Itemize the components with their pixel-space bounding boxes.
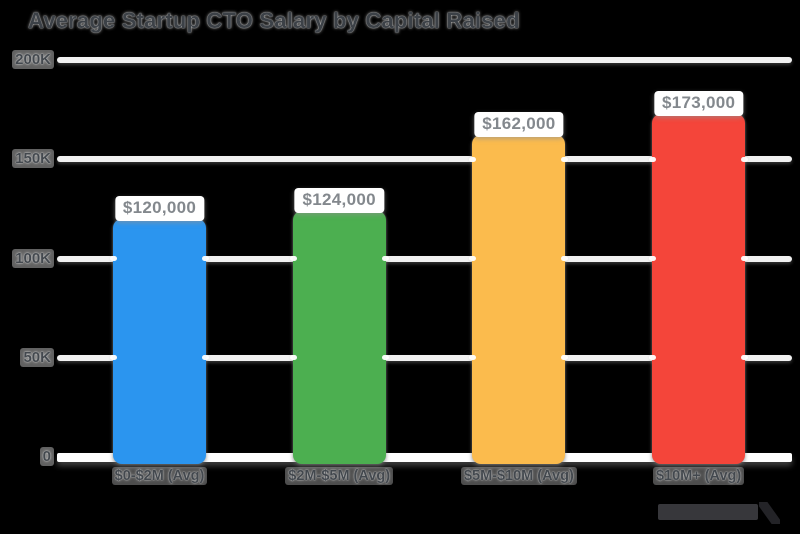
- y-axis-tick: 100K: [0, 248, 54, 270]
- gridline-nub: [469, 355, 477, 361]
- y-axis-tick: 150K: [0, 148, 54, 170]
- gridline-nub: [289, 256, 297, 261]
- bar-$2M-$5M (Avg): [292, 210, 386, 464]
- y-axis-tick-label: 200K: [12, 50, 54, 69]
- gridline-nub: [741, 256, 749, 261]
- gridline-nub: [649, 256, 657, 261]
- gridline-nub: [289, 355, 297, 361]
- watermark-wordmark: [658, 504, 758, 520]
- bar-$5M-$10M (Avg): [472, 135, 566, 464]
- x-axis-tick-label: $5M-$10M (Avg): [460, 467, 577, 485]
- gridline: [57, 57, 792, 63]
- bar-value-label: $120,000: [114, 195, 205, 221]
- gridline-nub: [469, 156, 477, 162]
- y-axis-tick-label: 50K: [20, 347, 54, 367]
- gridline-nub: [649, 156, 657, 162]
- bar-value-label: $173,000: [653, 90, 744, 116]
- y-axis-tick: 0: [0, 446, 54, 468]
- y-axis-tick-label: 0: [39, 447, 54, 466]
- gridline-nub: [649, 355, 657, 361]
- gridline-nub: [381, 355, 389, 361]
- brand-logo-icon: [759, 502, 780, 524]
- gridline-nub: [110, 256, 117, 261]
- gridline-nub: [741, 355, 749, 361]
- gridline-nub: [561, 256, 569, 261]
- gridline: [57, 255, 792, 262]
- gridline-nub: [202, 256, 209, 261]
- x-axis-tick: $0-$2M (Avg): [70, 467, 250, 485]
- y-axis-tick: 50K: [0, 347, 54, 369]
- chart-title: Average Startup CTO Salary by Capital Ra…: [28, 8, 520, 33]
- watermark: [658, 502, 780, 524]
- gridline-nub: [741, 156, 749, 162]
- bar-$0-$2M (Avg): [113, 218, 206, 464]
- gridline: [57, 156, 792, 163]
- gridline-nub: [202, 355, 209, 361]
- x-axis-tick: $5M-$10M (Avg): [429, 467, 609, 485]
- gridline: [57, 453, 792, 462]
- y-axis-tick-label: 100K: [12, 248, 54, 268]
- gridline-nub: [561, 156, 569, 162]
- bar-$10M+ (Avg): [652, 113, 746, 464]
- x-axis-tick-label: $10M+ (Avg): [652, 467, 745, 485]
- y-axis-tick: 200K: [0, 49, 54, 71]
- gridline: [57, 354, 792, 361]
- bar-value-label: $162,000: [474, 112, 564, 138]
- x-axis-tick-label: $2M-$5M (Avg): [285, 467, 394, 485]
- gridline-nub: [110, 355, 117, 361]
- y-axis-tick-label: 150K: [12, 149, 54, 169]
- x-axis-tick-label: $0-$2M (Avg): [111, 467, 208, 485]
- gridline-nub: [469, 256, 477, 261]
- bar-value-label: $124,000: [294, 187, 384, 213]
- x-axis-tick: $2M-$5M (Avg): [249, 467, 429, 485]
- x-axis-tick: $10M+ (Avg): [609, 467, 789, 485]
- gridline-nub: [381, 256, 389, 261]
- gridline-nub: [561, 355, 569, 361]
